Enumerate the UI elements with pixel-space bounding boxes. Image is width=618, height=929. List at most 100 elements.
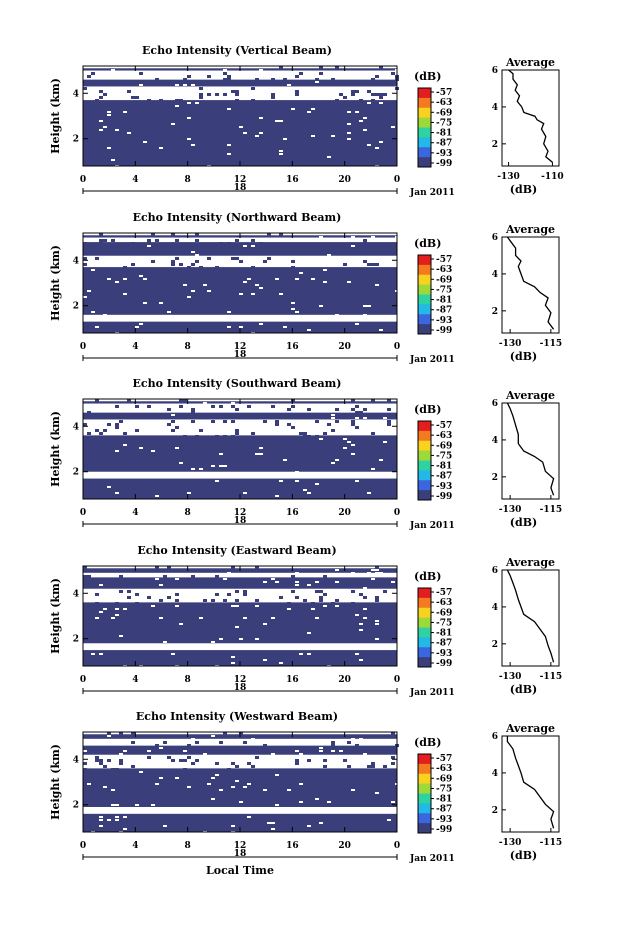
echo-gap xyxy=(363,129,367,131)
echo-gap xyxy=(319,305,323,307)
profile-y-tick-label: 4 xyxy=(492,603,498,613)
echo-cell xyxy=(147,242,151,245)
echo-cell xyxy=(303,435,307,438)
profile-frame xyxy=(501,735,560,833)
echo-gap xyxy=(99,825,103,827)
echo-cell xyxy=(371,93,375,96)
colorbar-label: -81 xyxy=(436,296,452,306)
colorbar-label: -63 xyxy=(436,598,452,608)
echo-cell xyxy=(171,420,175,423)
echo-gap xyxy=(115,450,119,452)
echo-gap xyxy=(111,789,115,791)
x-tick-label: 12 xyxy=(234,508,247,518)
echo-cell xyxy=(175,99,179,102)
echo-cell xyxy=(319,599,323,602)
echo-cell xyxy=(367,90,371,93)
echo-cell xyxy=(95,593,99,596)
echo-cell xyxy=(359,593,363,596)
echo-gap xyxy=(219,453,223,455)
echo-cell xyxy=(287,423,291,426)
echo-cell xyxy=(163,575,167,578)
profile-y-tick-label: 2 xyxy=(492,307,498,317)
echo-gap xyxy=(255,453,259,455)
echo-cell xyxy=(223,420,227,423)
profile-x-label: (dB) xyxy=(510,350,537,363)
echo-gap xyxy=(287,608,291,610)
echo-cell xyxy=(123,432,127,435)
echo-cell xyxy=(103,239,107,242)
echo-gap xyxy=(303,489,307,491)
echo-cell xyxy=(279,66,283,69)
colorbar-label: -99 xyxy=(436,659,452,669)
echo-gap xyxy=(383,441,387,443)
month-label: Jan 2011 xyxy=(409,188,455,198)
echo-cell xyxy=(231,762,235,765)
echo-cell xyxy=(235,599,239,602)
y-axis-label: Height (km) xyxy=(49,78,62,154)
x-tick-label: 8 xyxy=(185,675,191,685)
echo-gap xyxy=(199,468,203,470)
echo-gap xyxy=(359,738,363,740)
echo-gap xyxy=(267,822,271,824)
chart-title: Echo Intensity (Westward Beam) xyxy=(136,710,338,723)
echo-gap xyxy=(355,323,359,325)
echo-gap xyxy=(223,465,227,467)
echo-gap xyxy=(151,804,155,806)
echo-gap xyxy=(115,816,119,818)
x-tick-label: 0 xyxy=(394,508,400,518)
echo-band-0 xyxy=(83,813,397,832)
x-tick-label: 20 xyxy=(338,508,351,518)
echo-gap xyxy=(363,314,367,316)
echo-gap xyxy=(351,245,355,247)
echo-gap xyxy=(171,414,175,416)
x-tick-label: 4 xyxy=(132,675,138,685)
echo-gap xyxy=(351,453,355,455)
profile-plot: Average 2 4 6 -130 -115(dB) xyxy=(492,722,562,862)
x-tick-label: 12 xyxy=(234,841,247,851)
profile-y-tick-label: 6 xyxy=(492,66,498,76)
echo-gap xyxy=(227,153,231,155)
colorbar-label: -81 xyxy=(436,129,452,139)
echo-gap xyxy=(379,329,383,331)
colorbar-swatch xyxy=(418,763,431,775)
echo-gap xyxy=(191,290,195,292)
echo-cell xyxy=(175,239,179,242)
echo-cell xyxy=(331,744,335,747)
echo-gap xyxy=(339,750,343,752)
echo-gap xyxy=(227,572,231,574)
echo-cell xyxy=(147,596,151,599)
profile-x-label: (dB) xyxy=(510,849,537,862)
echo-gap xyxy=(227,311,231,313)
echo-gap xyxy=(159,302,163,304)
echo-cell xyxy=(235,90,239,93)
echo-gap xyxy=(259,132,263,134)
echo-gap xyxy=(187,102,191,104)
echo-cell xyxy=(299,72,303,75)
echo-gap xyxy=(283,326,287,328)
echo-cell xyxy=(83,257,87,260)
chart-title: Echo Intensity (Southward Beam) xyxy=(133,377,342,390)
profile-x-tick-label: -115 xyxy=(540,672,563,682)
echo-gap xyxy=(363,305,367,307)
echo-cell xyxy=(115,405,119,408)
echo-cell xyxy=(95,99,99,102)
echo-gap xyxy=(243,617,247,619)
colorbar-label: -57 xyxy=(436,421,452,431)
x-tick-label: 0 xyxy=(394,342,400,352)
colorbar-label: -69 xyxy=(436,275,452,285)
colorbar-swatch xyxy=(418,490,431,501)
x-tick-label: 16 xyxy=(286,508,299,518)
colorbar-swatch xyxy=(418,274,431,286)
x-axis: 0 4 8 12 16 20 0 18 Jan 2011 xyxy=(80,399,455,531)
echo-gap xyxy=(95,617,99,619)
echo-gap xyxy=(347,281,351,283)
day-label: 18 xyxy=(234,183,247,193)
echo-cell xyxy=(235,93,239,96)
y-tick-label: 4 xyxy=(73,755,79,765)
echo-gap xyxy=(111,617,115,619)
echo-gap xyxy=(347,132,351,134)
echo-gap xyxy=(103,126,107,128)
y-tick-label: 4 xyxy=(73,589,79,599)
heatmap xyxy=(82,398,398,500)
profile-x-tick-label: -130 xyxy=(499,339,522,349)
